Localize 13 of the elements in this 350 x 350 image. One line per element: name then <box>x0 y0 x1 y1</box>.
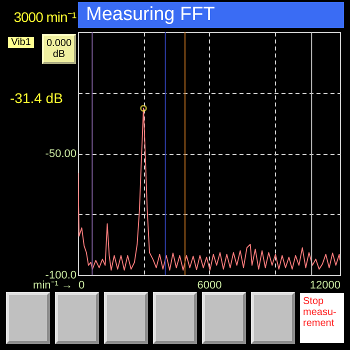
chart-title: Measuring FFT <box>78 2 344 28</box>
x-tick-label: 12000 <box>310 280 340 292</box>
y-tick-label: -100.0 <box>45 270 76 282</box>
x-tick-label: 0 <box>78 280 85 292</box>
text: -31.4 dB <box>10 90 64 106</box>
x-axis-title: min⁻¹ → <box>33 280 72 292</box>
text: 3000 min⁻¹ <box>12 8 76 26</box>
text: 0.000 dB <box>42 34 76 64</box>
line-series <box>78 108 340 271</box>
text: Stop measu-rement <box>300 293 344 343</box>
x-tick-label: 6000 <box>197 280 222 292</box>
text: Vib1 <box>7 36 35 49</box>
y-tick-label: -50.00 <box>45 148 76 160</box>
